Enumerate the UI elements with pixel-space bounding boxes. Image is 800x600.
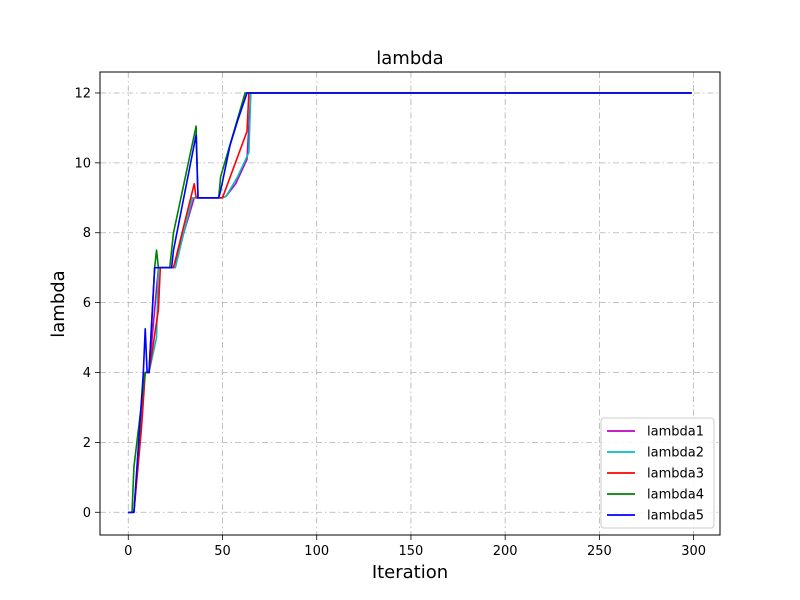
series-line-lambda5 [128, 92, 692, 514]
x-axis-label: Iteration [372, 562, 448, 583]
x-tick-label: 0 [124, 544, 132, 559]
legend-label-lambda4: lambda4 [647, 488, 704, 503]
y-tick-label: 8 [83, 226, 91, 241]
x-tick-label: 100 [304, 544, 329, 559]
legend-label-lambda2: lambda2 [647, 446, 704, 461]
legend-label-lambda1: lambda1 [647, 425, 704, 440]
x-tick-label: 200 [493, 544, 518, 559]
legend: lambda1 lambda2 lambda3 lambda4 lambda5 [600, 417, 715, 529]
x-tick-label: 50 [214, 544, 231, 559]
series-lines [128, 92, 692, 514]
y-tick-label: 2 [83, 436, 91, 451]
x-tick-label: 150 [399, 544, 424, 559]
x-tick-label: 300 [681, 544, 706, 559]
legend-label-lambda5: lambda5 [647, 509, 704, 524]
y-tick-label: 6 [83, 296, 91, 311]
y-tick-label: 12 [74, 86, 91, 101]
plot-area-frame [99, 71, 721, 536]
y-axis-ticks: 0 2 4 6 8 10 12 [74, 86, 100, 521]
y-tick-label: 4 [83, 366, 91, 381]
x-axis-ticks: 0 50 100 150 200 250 300 [124, 535, 706, 559]
chart-title: lambda [376, 48, 443, 69]
legend-label-lambda3: lambda3 [647, 467, 704, 482]
legend-box [600, 417, 715, 529]
y-axis-label: lambda [48, 270, 69, 337]
y-tick-label: 0 [83, 506, 91, 521]
x-tick-label: 250 [587, 544, 612, 559]
y-tick-label: 10 [74, 156, 91, 171]
